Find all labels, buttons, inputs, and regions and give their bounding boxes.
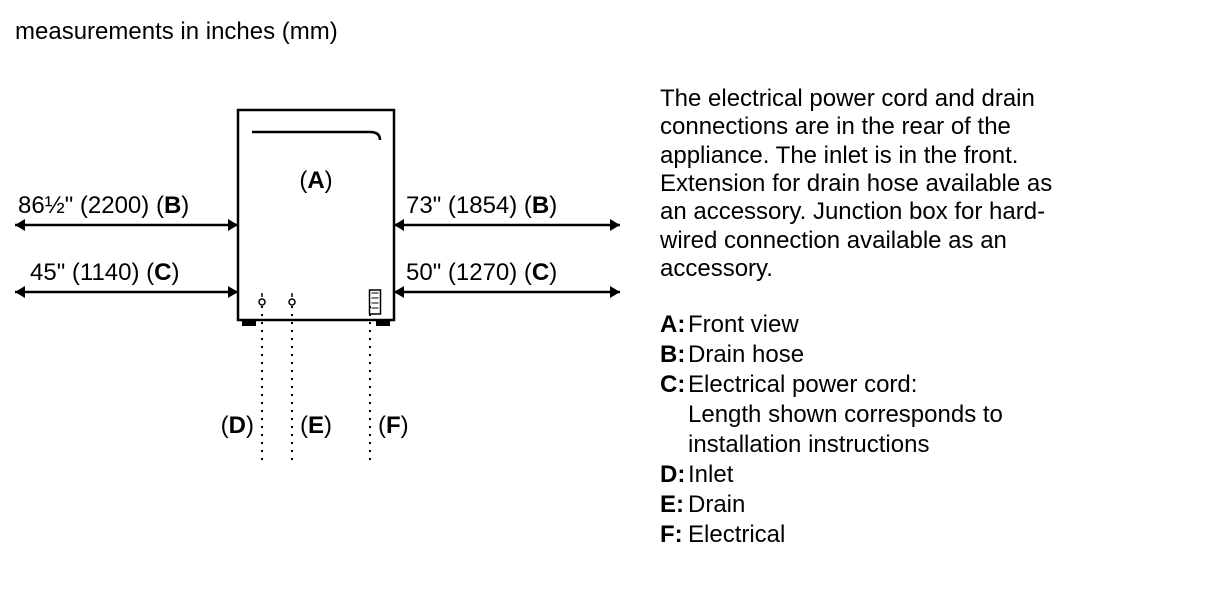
- arrowhead-icon: [15, 219, 25, 231]
- legend-key-f: F:: [660, 520, 688, 550]
- legend-text-d: Inlet: [688, 460, 1080, 490]
- description-text: The electrical power cord and drain conn…: [660, 85, 1080, 283]
- port-f-icon: [370, 290, 381, 314]
- port-e-icon: [289, 299, 295, 305]
- dim-label-left-b: 86½" (2200) (B): [18, 192, 189, 219]
- legend-text-f: Electrical: [688, 520, 1080, 550]
- legend-row-f: F: Electrical: [660, 520, 1080, 550]
- legend-text-c: Electrical power cord:: [688, 370, 1080, 400]
- appliance-foot: [242, 320, 256, 326]
- arrowhead-icon: [610, 219, 620, 231]
- arrowhead-icon: [228, 219, 238, 231]
- legend-text-b: Drain hose: [688, 340, 1080, 370]
- arrowhead-icon: [394, 286, 404, 298]
- port-label-f: (F): [378, 412, 409, 439]
- page-title: measurements in inches (mm): [15, 18, 338, 46]
- page: measurements in inches (mm) (A) 86½" (220…: [0, 0, 1214, 607]
- legend-row-c: C: Electrical power cord:: [660, 370, 1080, 400]
- legend-key-b: B:: [660, 340, 688, 370]
- legend-text-e: Drain: [688, 490, 1080, 520]
- appliance-handle: [252, 132, 380, 140]
- legend-key-e: E:: [660, 490, 688, 520]
- diagram-container: (A) 86½" (2200) (B) 45" (1140) (C) 73" (185…: [0, 60, 640, 500]
- legend: A: Front view B: Drain hose C: Electrica…: [660, 310, 1080, 550]
- arrowhead-icon: [394, 219, 404, 231]
- legend-key-d: D:: [660, 460, 688, 490]
- legend-text-a: Front view: [688, 310, 1080, 340]
- diagram-svg: (A) 86½" (2200) (B) 45" (1140) (C) 73" (185…: [0, 60, 640, 500]
- dim-label-right-b: 73" (1854) (B): [406, 192, 557, 219]
- dim-label-right-c: 50" (1270) (C): [406, 259, 557, 286]
- legend-row-b: B: Drain hose: [660, 340, 1080, 370]
- port-d-icon: [259, 299, 265, 305]
- port-label-d: (D): [221, 412, 254, 439]
- legend-row-e: E: Drain: [660, 490, 1080, 520]
- appliance-body: [238, 110, 394, 320]
- legend-row-a: A: Front view: [660, 310, 1080, 340]
- arrowhead-icon: [15, 286, 25, 298]
- dim-label-left-c: 45" (1140) (C): [30, 259, 179, 286]
- legend-row-d: D: Inlet: [660, 460, 1080, 490]
- arrowhead-icon: [228, 286, 238, 298]
- legend-key-c: C:: [660, 370, 688, 400]
- appliance-label-a: (A): [299, 167, 332, 194]
- appliance-foot: [376, 320, 390, 326]
- legend-text-c-extra: Length shown corresponds to installation…: [688, 400, 1080, 460]
- arrowhead-icon: [610, 286, 620, 298]
- legend-key-a: A:: [660, 310, 688, 340]
- port-label-e: (E): [300, 412, 332, 439]
